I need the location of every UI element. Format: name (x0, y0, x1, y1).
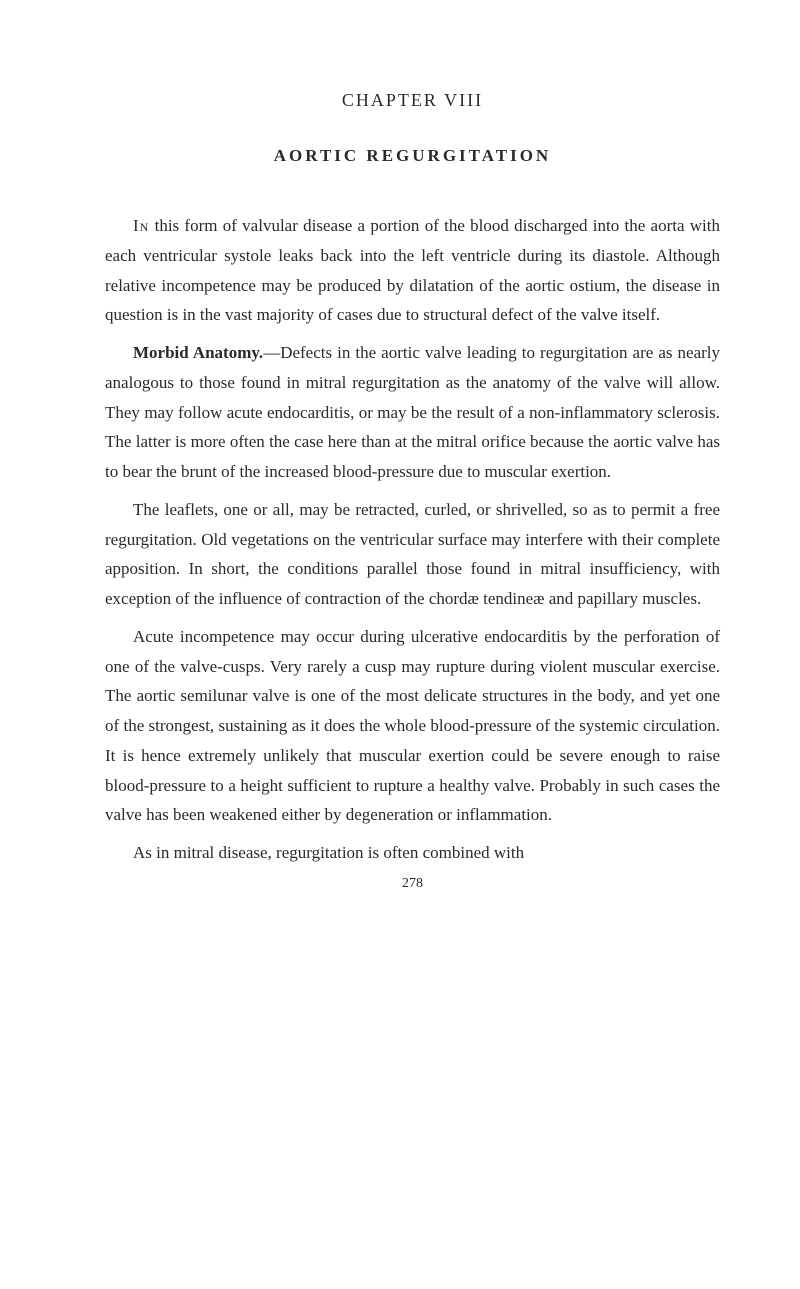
paragraph-5: As in mitral disease, regurgitation is o… (105, 838, 720, 868)
chapter-title: AORTIC REGURGITATION (105, 146, 720, 166)
paragraph-1: In this form of valvular disease a porti… (105, 211, 720, 330)
paragraph-1-text: this form of valvular disease a portion … (105, 216, 720, 324)
chapter-heading: CHAPTER VIII (105, 90, 720, 111)
paragraph-2-text: —Defects in the aortic valve leading to … (105, 343, 720, 481)
paragraph-3: The leaflets, one or all, may be retract… (105, 495, 720, 614)
paragraph-2: Morbid Anatomy.—Defects in the aortic va… (105, 338, 720, 487)
page-number: 278 (105, 876, 720, 892)
lead-word: In (133, 216, 149, 235)
paragraph-4: Acute incompetence may occur during ulce… (105, 622, 720, 830)
section-heading-morbid: Morbid Anatomy. (133, 343, 263, 362)
